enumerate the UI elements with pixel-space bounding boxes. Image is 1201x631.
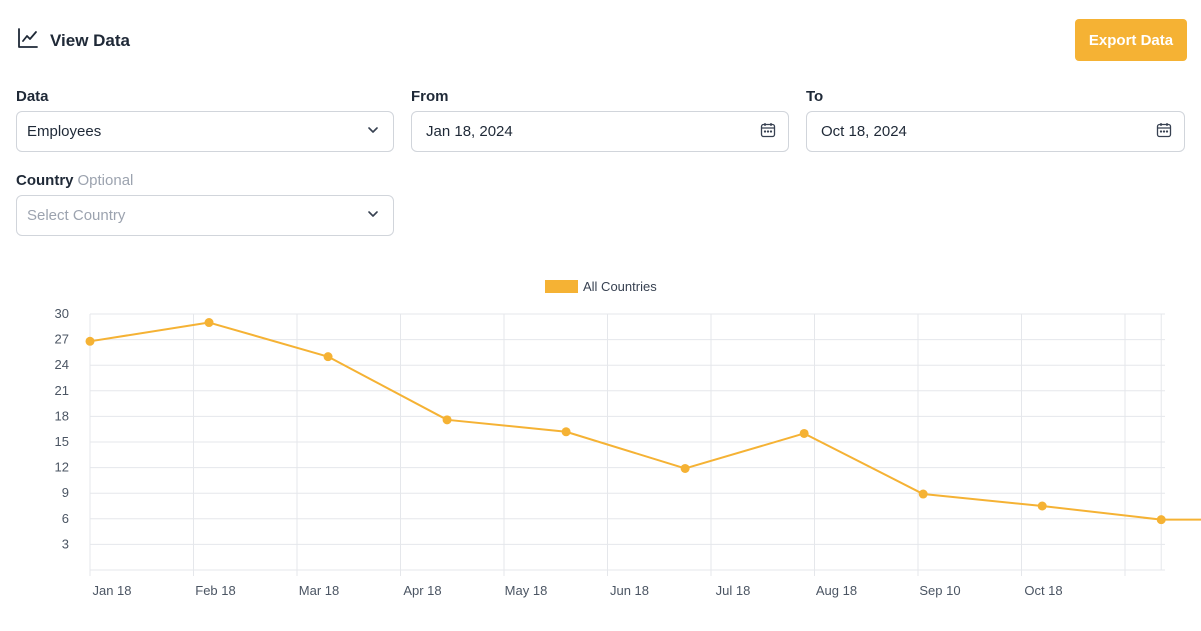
- to-date-input[interactable]: Oct 18, 2024: [806, 111, 1185, 152]
- data-point: [323, 352, 333, 362]
- export-data-button[interactable]: Export Data: [1075, 19, 1187, 61]
- y-tick-label: 6: [62, 511, 69, 526]
- to-date-value: Oct 18, 2024: [821, 123, 907, 140]
- x-tick-label: Oct 18: [1024, 583, 1062, 598]
- data-point: [918, 489, 928, 499]
- data-point: [561, 427, 571, 437]
- legend-label: All Countries: [583, 279, 657, 294]
- from-label: From: [411, 88, 449, 105]
- to-label: To: [806, 88, 824, 105]
- x-tick-label: Mar 18: [299, 583, 339, 598]
- country-label: Country Optional: [16, 172, 133, 189]
- y-tick-label: 30: [55, 306, 69, 321]
- y-tick-label: 3: [62, 536, 69, 551]
- data-point: [799, 428, 809, 438]
- from-date-value: Jan 18, 2024: [426, 123, 513, 140]
- country-select-placeholder: Select Country: [27, 207, 126, 224]
- from-date-input[interactable]: Jan 18, 2024: [411, 111, 789, 152]
- x-tick-label: Jul 18: [716, 583, 751, 598]
- calendar-icon[interactable]: [1156, 122, 1172, 142]
- chevron-down-icon: [365, 122, 381, 142]
- line-chart: 3 6 9 12 15 18 21 24 27 30 Jan 18 Feb 18 Mar 18 Apr 1…: [55, 279, 1201, 598]
- x-tick-label: Jun 18: [610, 583, 649, 598]
- data-point: [442, 415, 452, 425]
- x-tick-label: May 18: [505, 583, 548, 598]
- x-tick-label: Sep 10: [919, 583, 960, 598]
- legend-swatch: [545, 280, 578, 293]
- x-tick-label: Aug 18: [816, 583, 857, 598]
- x-tick-label: Feb 18: [195, 583, 235, 598]
- y-tick-label: 27: [55, 332, 69, 347]
- optional-hint: Optional: [77, 172, 134, 189]
- page-header: View Data: [16, 26, 130, 55]
- data-select[interactable]: Employees: [16, 111, 394, 152]
- chevron-down-icon: [365, 206, 381, 226]
- y-tick-label: 24: [55, 357, 69, 372]
- country-label-text: Country: [16, 172, 74, 189]
- y-tick-label: 9: [62, 485, 69, 500]
- country-select[interactable]: Select Country: [16, 195, 394, 236]
- line-chart-icon: [16, 26, 40, 55]
- data-label: Data: [16, 88, 49, 105]
- x-tick-label: Apr 18: [403, 583, 441, 598]
- y-tick-label: 21: [55, 383, 69, 398]
- y-tick-label: 18: [55, 408, 69, 423]
- series-line: [89, 321, 1201, 521]
- data-point: [680, 463, 690, 473]
- page-title: View Data: [50, 30, 131, 50]
- data-point: [1037, 501, 1047, 511]
- y-tick-label: 15: [55, 434, 69, 449]
- y-tick-label: 12: [55, 460, 69, 475]
- data-select-value: Employees: [27, 123, 102, 140]
- calendar-icon[interactable]: [760, 122, 776, 142]
- x-tick-label: Jan 18: [92, 583, 131, 598]
- data-point: [85, 336, 95, 346]
- data-point: [204, 318, 214, 328]
- data-point: [1156, 515, 1166, 525]
